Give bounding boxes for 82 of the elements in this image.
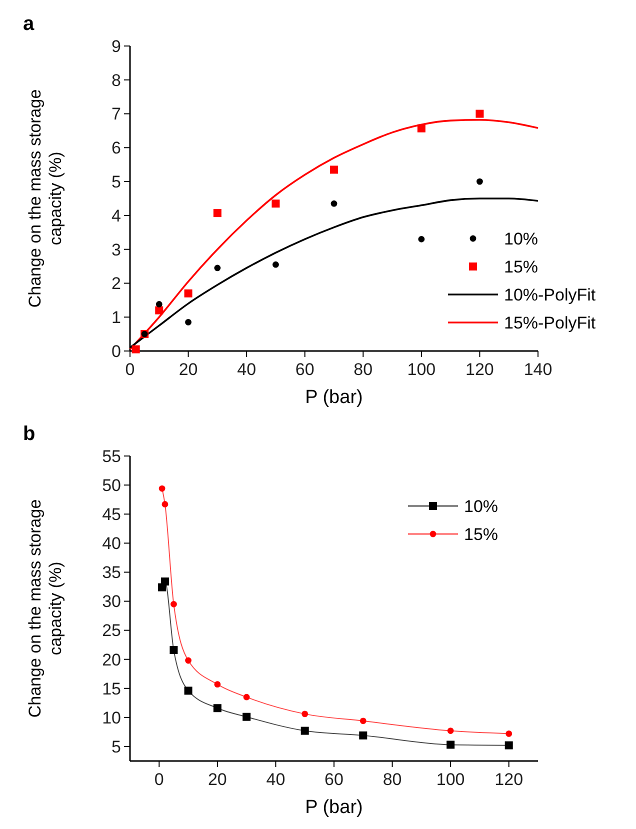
point: [185, 318, 192, 326]
y-tick-label: 50: [102, 476, 121, 495]
x-tick-label: 40: [266, 770, 286, 789]
y-tick-label: 5: [112, 172, 121, 192]
x-tick-label: 60: [324, 770, 344, 789]
x-tick-label: 80: [382, 770, 402, 789]
point: [360, 718, 366, 724]
x-tick-label: 100: [407, 360, 436, 379]
legend-label: 15%: [464, 524, 498, 544]
x-tick-label: 20: [208, 770, 227, 789]
y-tick-label: 1: [112, 308, 121, 328]
point: [214, 681, 221, 688]
y-tick-label: 4: [112, 206, 121, 226]
point: [302, 710, 308, 718]
point: [170, 600, 177, 608]
x-axis-title: P (bar): [305, 387, 363, 408]
x-tick-label: 80: [354, 360, 373, 379]
point: [504, 741, 513, 750]
point: [185, 657, 192, 664]
y-tick-label: 45: [102, 505, 121, 524]
y-tick-label: 3: [112, 240, 121, 260]
y-tick-label: 6: [112, 138, 121, 158]
point: [330, 200, 338, 207]
legend-label: 15%-PolyFit: [504, 313, 596, 332]
x-tick-label: 20: [178, 360, 198, 379]
point: [243, 694, 250, 700]
legend-label: 10%-PolyFit: [504, 285, 596, 304]
x-tick-label: 120: [494, 770, 524, 789]
chart-title: a: [23, 13, 35, 35]
y-axis-title: Change on the mass storage capacity (%): [26, 499, 65, 718]
y-tick-label: 8: [112, 70, 121, 90]
y-tick-label: 9: [112, 36, 121, 56]
point: [155, 306, 164, 314]
y-tick-label: 40: [102, 534, 121, 554]
point: [418, 236, 425, 242]
legend-label: 15%: [504, 257, 538, 276]
point: [476, 110, 484, 118]
x-tick-label: 60: [295, 360, 314, 379]
y-tick-label: 10: [102, 708, 121, 728]
point: [446, 740, 455, 749]
point: [184, 289, 192, 298]
y-tick-label: 25: [102, 621, 121, 640]
x-tick-label: 100: [436, 770, 465, 789]
y-tick-label: 5: [112, 737, 121, 756]
point: [158, 485, 166, 492]
y-tick-label: 2: [112, 274, 121, 294]
legend-label: 10%: [464, 496, 498, 516]
x-tick-label: 40: [237, 360, 256, 379]
point: [156, 301, 162, 308]
point: [330, 166, 338, 174]
point: [213, 209, 222, 218]
point: [272, 200, 280, 208]
y-tick-label: 0: [112, 342, 121, 361]
y-tick-label: 7: [112, 104, 121, 124]
chart-title: b: [23, 423, 36, 445]
point: [476, 178, 483, 185]
legend-label: 10%: [504, 229, 538, 248]
point: [300, 726, 309, 735]
point: [506, 730, 512, 737]
x-axis-title: P (bar): [305, 797, 363, 818]
point: [213, 704, 222, 712]
x-tick-label: 0: [125, 360, 135, 379]
y-axis-title: Change on the mass storage capacity (%): [26, 89, 65, 308]
x-tick-label: 0: [154, 770, 164, 789]
point: [162, 501, 168, 508]
y-tick-label: 15: [102, 679, 121, 698]
x-tick-label: 140: [524, 360, 552, 379]
point: [132, 345, 140, 354]
y-tick-label: 55: [102, 446, 121, 466]
point: [272, 261, 279, 268]
y-tick-label: 35: [102, 563, 121, 582]
y-tick-label: 30: [102, 592, 121, 612]
point: [359, 731, 368, 740]
y-tick-label: 20: [102, 650, 121, 670]
x-tick-label: 120: [466, 360, 494, 379]
point: [214, 264, 221, 272]
point: [242, 712, 251, 721]
point: [160, 577, 169, 586]
point: [184, 686, 192, 695]
point: [447, 728, 454, 734]
point: [170, 646, 178, 654]
point: [417, 124, 426, 132]
